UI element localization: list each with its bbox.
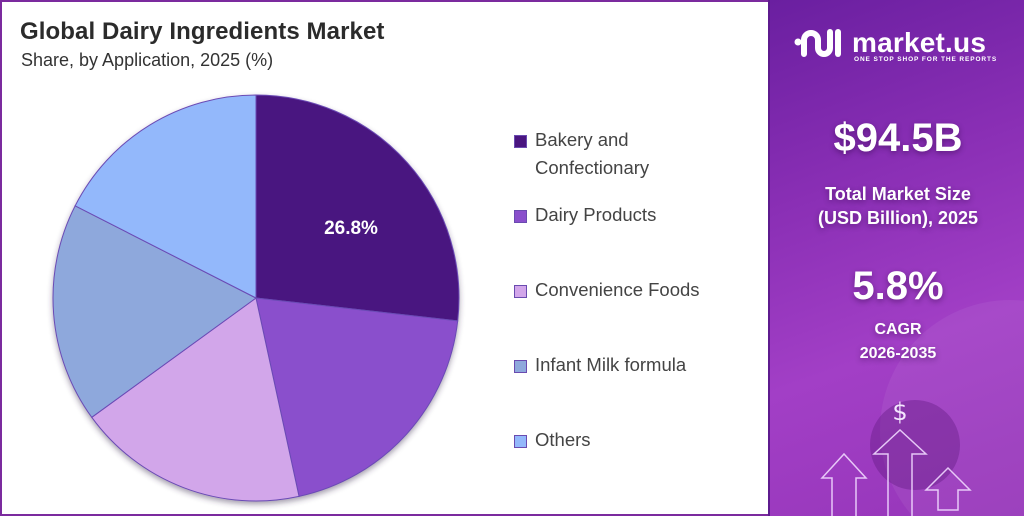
market-size-value: $94.5B bbox=[833, 116, 963, 160]
cagr-value: 5.8% bbox=[852, 264, 944, 308]
pie-slice-bakery bbox=[255, 94, 460, 322]
legend-item-bakery: Bakery and Confectionary bbox=[514, 129, 650, 182]
legend-swatch-convenience-foods bbox=[514, 285, 527, 298]
chart-subtitle: Share, by Application, 2025 (%) bbox=[21, 50, 274, 70]
market-size-label: Total Market Size (USD Billion), 2025 bbox=[770, 182, 1024, 230]
brand-logo: market.us bbox=[794, 26, 986, 60]
summary-sidebar: market.us ONE STOP SHOP FOR THE REPORTS … bbox=[768, 0, 1024, 516]
market-size-label-line1: Total Market Size bbox=[825, 184, 971, 204]
pie-chart: 26.8% bbox=[50, 92, 462, 504]
legend-item-infant-milk-formula: Infant Milk formula bbox=[514, 354, 686, 379]
legend-swatch-infant-milk-formula bbox=[514, 360, 527, 373]
legend-label-others: Others bbox=[535, 429, 591, 450]
slice-label-bakery: 26.8% bbox=[324, 218, 378, 239]
growth-arrows-icon: $ bbox=[820, 398, 972, 516]
pie-slice-convenience-foods bbox=[91, 297, 300, 502]
background-decoration-cup bbox=[870, 400, 960, 490]
legend-label-convenience-foods: Convenience Foods bbox=[535, 279, 700, 300]
legend-item-convenience-foods: Convenience Foods bbox=[514, 279, 700, 304]
brand-tagline: ONE STOP SHOP FOR THE REPORTS bbox=[854, 56, 998, 63]
legend-item-others: Others bbox=[514, 429, 591, 454]
legend-label-bakery-line2: Confectionary bbox=[535, 157, 650, 178]
brand-name: market.us bbox=[852, 27, 987, 58]
cagr-label-line2: 2026-2035 bbox=[859, 345, 937, 362]
market-us-logo-icon bbox=[794, 29, 841, 57]
pie-slice-others bbox=[74, 94, 257, 299]
legend-swatch-dairy-products bbox=[514, 210, 527, 223]
pie-svg: 26.8% bbox=[52, 94, 460, 502]
pie-slice-dairy-products bbox=[255, 297, 459, 497]
chart-panel: Global Dairy Ingredients Market Share, b… bbox=[0, 0, 768, 516]
legend-label-infant-milk-formula: Infant Milk formula bbox=[535, 354, 687, 375]
legend-swatch-bakery bbox=[514, 135, 527, 148]
pie-slice-infant-milk-formula bbox=[52, 205, 257, 419]
dollar-icon: $ bbox=[892, 398, 907, 426]
legend-item-dairy-products: Dairy Products bbox=[514, 204, 656, 229]
legend-label-bakery-line1: Bakery and bbox=[535, 129, 629, 150]
chart-title: Global Dairy Ingredients Market bbox=[20, 18, 385, 45]
cagr-label-line1: CAGR bbox=[874, 321, 922, 338]
legend-swatch-others bbox=[514, 435, 527, 448]
cagr-label: CAGR 2026-2035 bbox=[770, 318, 1024, 366]
market-size-label-line2: (USD Billion), 2025 bbox=[817, 208, 979, 228]
legend-label-dairy-products: Dairy Products bbox=[535, 204, 657, 225]
